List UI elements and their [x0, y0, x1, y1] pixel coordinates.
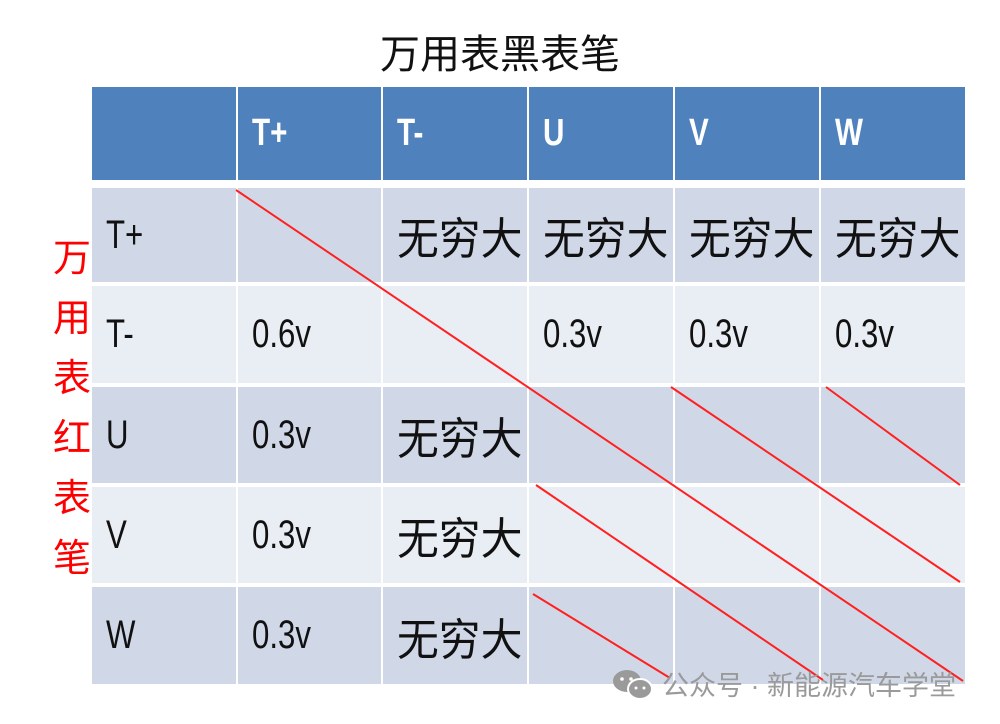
cell-text: 0.3v	[835, 312, 894, 356]
cell-text: 无穷大	[397, 414, 523, 465]
side-label-char: 表	[52, 356, 91, 400]
row-header-cell: T+	[92, 188, 236, 282]
cell-text: 0.3v	[543, 312, 602, 356]
side-label-char: 用	[52, 296, 91, 340]
cell-text: U	[543, 112, 565, 154]
cell-text: 无穷大	[543, 214, 669, 265]
side-label-char: 红	[52, 416, 91, 460]
table-cell: 0.3v	[821, 286, 965, 383]
cell-text: 无穷大	[397, 614, 523, 666]
cell-text: U	[106, 412, 129, 457]
table-cell: 无穷大	[383, 188, 527, 282]
table-cell	[675, 387, 819, 483]
cell-text: 无穷大	[835, 214, 961, 265]
header-cell: T-	[383, 87, 527, 180]
table-cell: 无穷大	[383, 587, 527, 684]
table-cell: 无穷大	[675, 188, 819, 282]
cell-text: W	[835, 112, 863, 154]
table-cell: 无穷大	[383, 487, 527, 583]
cell-text: T-	[397, 112, 424, 154]
table-title: 万用表黑表笔	[380, 32, 620, 78]
row-header-cell: V	[92, 487, 236, 583]
side-label-char: 表	[52, 476, 91, 520]
header-cell: W	[821, 87, 965, 180]
watermark-text: 公众号 · 新能源汽车学堂	[662, 671, 956, 701]
table-cell: 0.3v	[238, 387, 381, 483]
cell-text: W	[106, 613, 136, 657]
cell-text: V	[689, 112, 709, 154]
cell-text: 0.3v	[252, 412, 311, 457]
table-cell	[238, 188, 381, 282]
side-label: 万用表红表笔	[50, 228, 94, 588]
cell-text: 0.3v	[252, 613, 311, 657]
cell-text: 0.3v	[689, 312, 748, 356]
table-cell	[821, 487, 965, 583]
header-cell: T+	[238, 87, 381, 180]
table-cell: 0.3v	[529, 286, 673, 383]
table-cell: 无穷大	[821, 188, 965, 282]
table-cell: 0.3v	[238, 487, 381, 583]
table-cell: 无穷大	[529, 188, 673, 282]
table-cell	[821, 387, 965, 483]
table-cell: 0.6v	[238, 286, 381, 383]
header-cell: V	[675, 87, 819, 180]
cell-text: V	[106, 512, 127, 557]
cell-text: T+	[106, 212, 144, 257]
cell-text: 无穷大	[397, 214, 523, 265]
watermark: 公众号 · 新能源汽车学堂	[612, 664, 956, 703]
row-header-cell: W	[92, 587, 236, 684]
wechat-icon	[613, 669, 653, 700]
cell-text: 0.6v	[252, 312, 311, 356]
cell-text: T-	[106, 312, 134, 356]
table-cell	[675, 487, 819, 583]
table-cell: 0.3v	[238, 587, 381, 684]
cell-text: T+	[252, 112, 288, 154]
table-cell	[529, 487, 673, 583]
table-cell: 0.3v	[675, 286, 819, 383]
table-cell: 无穷大	[383, 387, 527, 483]
header-cell: U	[529, 87, 673, 180]
cell-text: 0.3v	[252, 512, 311, 557]
table-cell	[383, 286, 527, 383]
cell-text: 无穷大	[397, 514, 523, 565]
row-header-cell: T-	[92, 286, 236, 383]
side-label-char: 笔	[52, 536, 91, 580]
row-header-cell: U	[92, 387, 236, 483]
table-cell	[529, 387, 673, 483]
cell-text: 无穷大	[689, 214, 815, 265]
side-label-char: 万	[52, 236, 91, 280]
header-cell	[92, 87, 236, 180]
